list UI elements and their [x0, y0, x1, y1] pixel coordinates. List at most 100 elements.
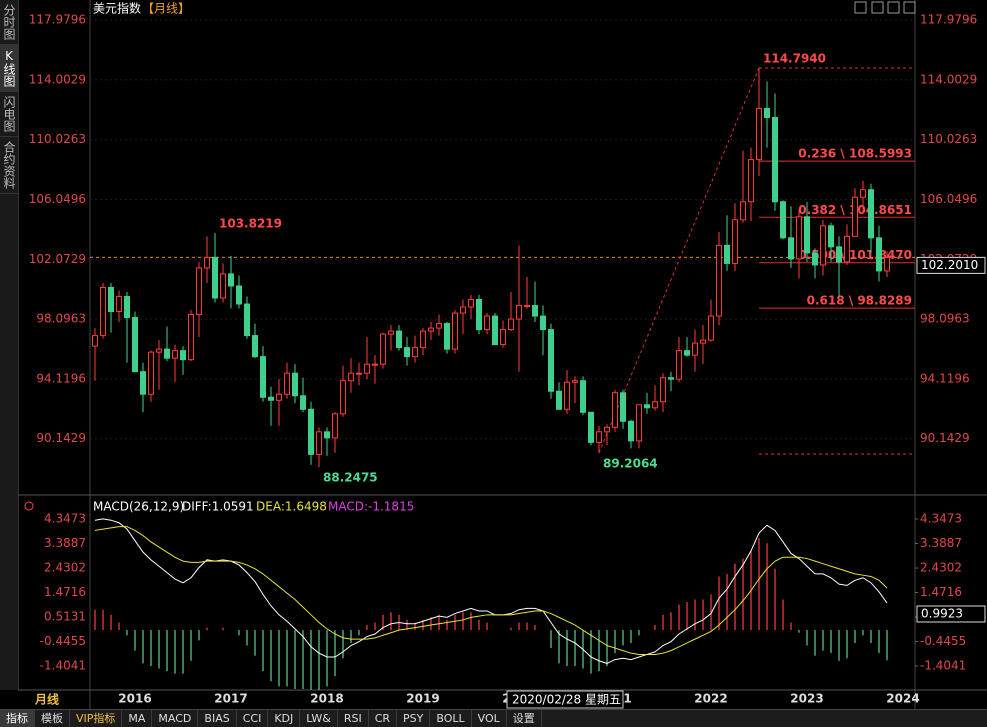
x-tick-label: 2018: [310, 692, 343, 706]
value-tag: 0.9923: [921, 607, 963, 621]
y-tick-label: 102.0729: [29, 252, 86, 266]
y-tick-label: 98.0963: [920, 312, 970, 326]
y-tick-label: -1.4041: [40, 659, 86, 673]
candle-body: [364, 363, 370, 374]
y-tick-label: 117.9796: [920, 13, 977, 27]
candle-body: [580, 380, 586, 413]
candle-body: [228, 273, 234, 287]
toolbar-item[interactable]: 指标: [0, 710, 35, 727]
candle-body: [732, 219, 738, 264]
candle-body: [108, 286, 114, 313]
annotation-label: 114.7940: [763, 51, 826, 65]
candle-body: [460, 306, 466, 314]
candle-body: [868, 189, 874, 239]
candle-body: [204, 256, 210, 269]
candle-body: [380, 333, 386, 365]
candle-body: [220, 273, 226, 299]
toolbar-item[interactable]: PSY: [397, 710, 431, 727]
candle-body: [212, 256, 218, 299]
candle-body: [548, 329, 554, 392]
toolbar-item[interactable]: CCI: [237, 710, 269, 727]
tab[interactable]: K线图: [0, 45, 18, 92]
candle-body: [876, 237, 882, 272]
window-controls[interactable]: [854, 1, 916, 14]
candle-body: [860, 189, 866, 198]
x-tick-label: 2022: [694, 692, 727, 706]
toolbar-item[interactable]: BIAS: [198, 710, 237, 727]
y-tick-label: 94.1196: [920, 371, 970, 385]
y-tick-label: -0.4455: [40, 634, 86, 648]
toolbar-item[interactable]: MA: [122, 710, 153, 727]
candle-body: [292, 372, 298, 397]
sidebar: 分时图 K线图 闪电图 合约资料: [0, 0, 19, 690]
candle-body: [148, 351, 154, 395]
toolbar-item[interactable]: KDJ: [268, 710, 301, 727]
candle-body: [724, 244, 730, 264]
candle-body: [852, 196, 858, 237]
candle-body: [92, 335, 98, 347]
candle-body: [524, 305, 530, 308]
tab[interactable]: 合约资料: [0, 137, 18, 194]
candle-body: [124, 295, 130, 319]
candle-body: [684, 350, 690, 356]
tab[interactable]: 闪电图: [0, 92, 18, 137]
candle-body: [132, 317, 138, 373]
candle-body: [652, 401, 658, 409]
y-tick-label: -1.4041: [920, 659, 966, 673]
candle-body: [348, 372, 354, 382]
y-tick-label: 94.1196: [36, 371, 86, 385]
candle-body: [572, 380, 578, 383]
candle-body: [660, 377, 666, 403]
toolbar-item[interactable]: CR: [369, 710, 398, 727]
annotation-label: 88.2475: [323, 471, 378, 485]
candle-body: [636, 404, 642, 442]
toolbar-item[interactable]: 设置: [507, 710, 542, 727]
toolbar-item[interactable]: BOLL: [430, 710, 472, 727]
x-tick-label: 2019: [406, 692, 439, 706]
candle-body: [356, 372, 362, 375]
toolbar-item[interactable]: LW&: [300, 710, 338, 727]
macd-line: [94, 518, 888, 664]
y-tick-label: 117.9796: [29, 13, 86, 27]
candle-body: [692, 342, 698, 356]
x-tick-label: 2023: [790, 692, 823, 706]
y-tick-label: -0.4455: [920, 634, 966, 648]
period-label: 月线: [34, 692, 59, 707]
toolbar-item[interactable]: VIP指标: [70, 710, 123, 727]
y-tick-label: 3.3887: [44, 536, 86, 550]
toolbar-item[interactable]: 模板: [35, 710, 70, 727]
candle-body: [188, 314, 194, 361]
candle-body: [700, 339, 706, 344]
settings-icon[interactable]: [24, 501, 34, 511]
candle-body: [820, 225, 826, 266]
y-tick-label: 0.5131: [44, 610, 86, 624]
toolbar: 指标 模板 VIP指标 MA MACD BIAS CCI KDJ LW& RSI CR PSY BOLL…: [0, 709, 987, 727]
legend-dea: DEA:1.6498: [256, 500, 327, 514]
y-tick-label: 110.0263: [29, 132, 86, 146]
tab[interactable]: 分时图: [0, 0, 18, 45]
macd-line: [94, 526, 888, 655]
toolbar-item[interactable]: VOL: [472, 710, 507, 727]
candle-body: [404, 347, 410, 358]
candle-body: [180, 350, 186, 361]
candle-body: [492, 315, 498, 346]
candle-body: [812, 252, 818, 266]
candle-body: [444, 323, 450, 350]
candle-body: [116, 295, 122, 313]
candle-body: [620, 392, 626, 422]
candle-body: [276, 393, 282, 401]
candle-body: [164, 348, 170, 359]
candle-body: [508, 318, 514, 331]
candle-body: [172, 350, 178, 359]
toolbar-item[interactable]: RSI: [338, 710, 369, 727]
candle-body: [796, 216, 802, 260]
candle-body: [628, 420, 634, 442]
candle-body: [284, 372, 290, 395]
y-tick-label: 1.4716: [44, 585, 86, 599]
y-tick-label: 98.0963: [36, 312, 86, 326]
candle-body: [468, 299, 474, 308]
y-tick-label: 114.0029: [920, 72, 977, 86]
toolbar-item[interactable]: MACD: [152, 710, 199, 727]
candle-body: [644, 404, 650, 409]
